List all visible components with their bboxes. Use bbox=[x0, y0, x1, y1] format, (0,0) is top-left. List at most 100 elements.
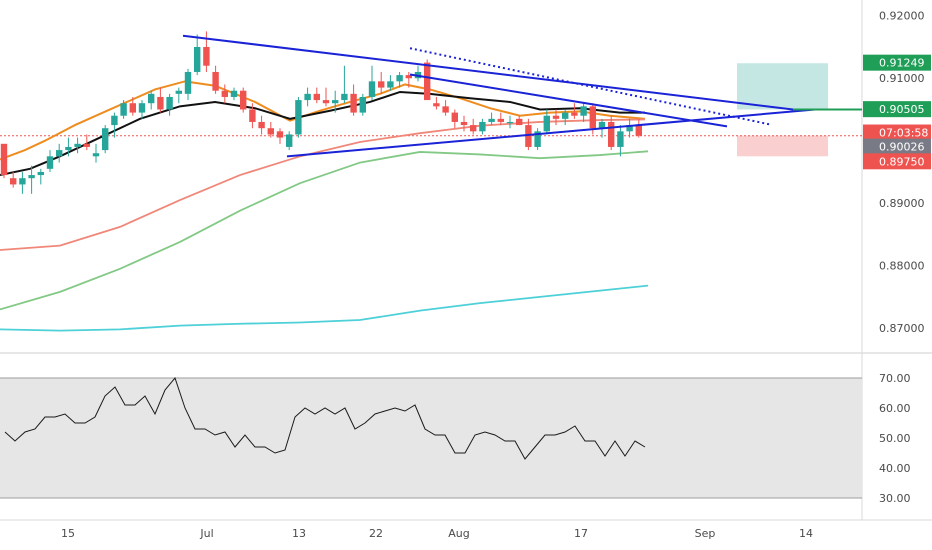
candle bbox=[19, 178, 26, 185]
candle bbox=[184, 71, 192, 94]
candle bbox=[470, 125, 477, 132]
triangle-lower-line bbox=[286, 108, 816, 158]
candle bbox=[543, 115, 550, 132]
price-label: 0.91249 bbox=[879, 57, 925, 70]
candle bbox=[129, 103, 136, 113]
y-tick-label: 0.89000 bbox=[879, 197, 925, 210]
candle bbox=[56, 150, 63, 157]
candle bbox=[525, 125, 532, 147]
candle bbox=[221, 90, 228, 97]
candle bbox=[359, 96, 366, 113]
candle bbox=[120, 103, 127, 116]
candle bbox=[368, 81, 376, 97]
candle bbox=[635, 125, 642, 136]
price-label-box bbox=[863, 153, 931, 170]
candle bbox=[617, 131, 624, 147]
candle bbox=[138, 103, 146, 113]
oscillator-tick-label: 30.00 bbox=[879, 492, 911, 505]
price-label: 0.90505 bbox=[879, 103, 925, 116]
candle bbox=[580, 106, 587, 116]
candle bbox=[589, 106, 596, 129]
oscillator-line bbox=[4, 376, 646, 460]
candle bbox=[479, 121, 486, 132]
price-label: 0.89750 bbox=[879, 155, 925, 168]
x-tick-label: Sep bbox=[695, 527, 716, 540]
candle bbox=[322, 100, 330, 104]
y-tick-label: 0.87000 bbox=[879, 322, 925, 335]
candle bbox=[378, 81, 385, 88]
candle bbox=[203, 46, 210, 66]
x-tick-label: 13 bbox=[292, 527, 306, 540]
candle bbox=[598, 121, 606, 129]
candle bbox=[46, 156, 54, 169]
candle bbox=[442, 106, 449, 113]
candle bbox=[166, 96, 173, 110]
candle bbox=[92, 153, 100, 157]
y-tick-label: 0.88000 bbox=[879, 260, 925, 273]
candle bbox=[28, 175, 35, 179]
candle bbox=[230, 90, 238, 97]
price-label-box bbox=[863, 138, 931, 155]
candle bbox=[488, 118, 495, 122]
price-label-box bbox=[863, 124, 931, 141]
candle bbox=[497, 118, 504, 122]
candle bbox=[571, 112, 578, 116]
triangle-inner-line bbox=[409, 73, 728, 128]
candle bbox=[313, 93, 320, 101]
candle bbox=[83, 143, 90, 147]
price-label-box bbox=[863, 101, 931, 118]
candle bbox=[267, 128, 274, 135]
candle bbox=[350, 93, 357, 113]
x-tick-label: 15 bbox=[61, 527, 75, 540]
price-label-box bbox=[863, 54, 931, 71]
candle bbox=[194, 46, 201, 72]
candle bbox=[295, 100, 302, 135]
candle bbox=[111, 115, 118, 126]
price-label: 0.90026 bbox=[879, 141, 925, 154]
candle bbox=[451, 112, 458, 122]
x-tick-label: 17 bbox=[574, 527, 588, 540]
candle bbox=[396, 75, 403, 82]
candle bbox=[102, 128, 109, 151]
candle bbox=[506, 121, 514, 124]
candle bbox=[249, 109, 256, 122]
triangle-dotted-line bbox=[409, 47, 771, 126]
x-tick-label: Aug bbox=[448, 527, 469, 540]
candle bbox=[552, 115, 560, 119]
candle bbox=[534, 131, 541, 147]
candle bbox=[10, 178, 17, 185]
candle bbox=[341, 93, 348, 101]
candle bbox=[286, 134, 293, 147]
y-tick-label: 0.92000 bbox=[879, 10, 925, 23]
candle bbox=[240, 90, 247, 110]
candle bbox=[405, 75, 412, 79]
candle bbox=[74, 143, 81, 147]
candle bbox=[304, 93, 311, 101]
moving-average-line bbox=[0, 90, 645, 177]
candle bbox=[276, 131, 284, 138]
candle bbox=[212, 71, 219, 91]
moving-average-line bbox=[0, 150, 649, 311]
candle bbox=[65, 146, 72, 151]
candle bbox=[157, 96, 164, 110]
candle bbox=[626, 125, 633, 132]
oscillator-tick-label: 60.00 bbox=[879, 402, 911, 415]
x-tick-label: 22 bbox=[369, 527, 383, 540]
candle bbox=[387, 81, 394, 88]
candle bbox=[37, 171, 44, 176]
triangle-upper-line bbox=[182, 34, 794, 111]
target-zone bbox=[737, 63, 828, 110]
candle bbox=[516, 118, 523, 126]
oscillator-tick-label: 70.00 bbox=[879, 372, 911, 385]
candle bbox=[562, 112, 569, 119]
candle bbox=[0, 143, 8, 176]
oscillator-tick-label: 50.00 bbox=[879, 432, 911, 445]
candle bbox=[148, 93, 155, 104]
candle bbox=[332, 100, 339, 104]
candle bbox=[433, 103, 440, 107]
candle bbox=[608, 121, 615, 147]
oscillator-band bbox=[0, 378, 862, 498]
stop-zone bbox=[737, 135, 828, 157]
y-tick-label: 0.91000 bbox=[879, 72, 925, 85]
